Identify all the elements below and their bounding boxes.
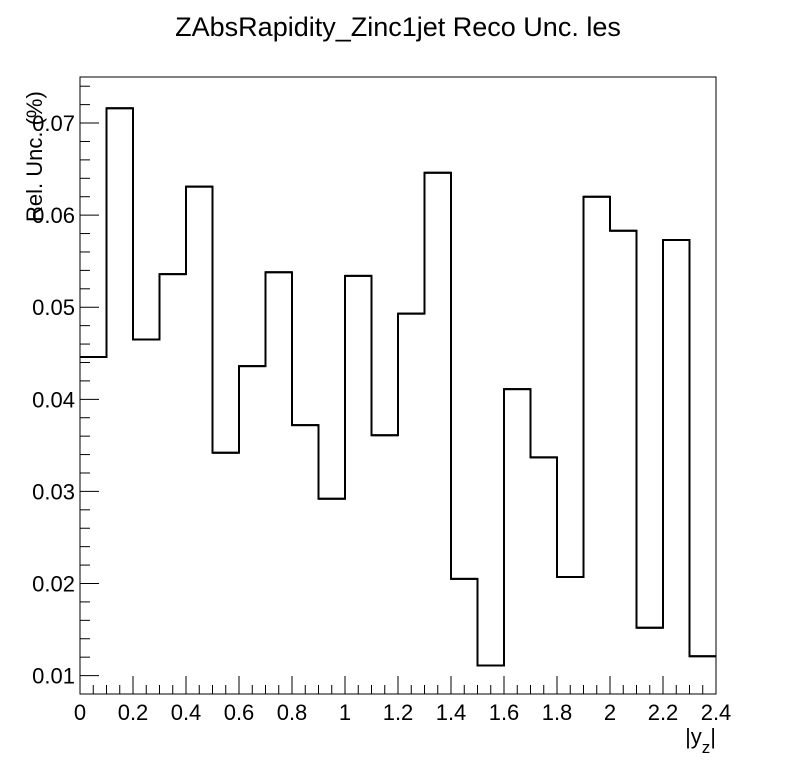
x-axis-label: |yz|	[685, 724, 716, 757]
x-tick-label: 1.2	[383, 700, 414, 725]
histogram-line	[80, 107, 716, 667]
y-tick-label: 0.04	[32, 387, 75, 412]
y-tick-label: 0.07	[32, 111, 75, 136]
y-tick-label: 0.06	[32, 203, 75, 228]
x-tick-label: 0	[74, 700, 86, 725]
y-tick-label: 0.03	[32, 479, 75, 504]
axis-ticks	[79, 85, 717, 695]
x-tick-label: 1.4	[436, 700, 467, 725]
x-axis-label-subscript: z	[702, 738, 711, 757]
x-axis-label-end: |	[710, 724, 716, 749]
x-tick-label: 2.2	[648, 700, 679, 725]
x-axis-label-main: |y	[685, 724, 702, 749]
histogram	[80, 107, 716, 667]
y-tick-label: 0.02	[32, 571, 75, 596]
x-tick-label: 1.8	[542, 700, 573, 725]
x-tick-label: 2	[604, 700, 616, 725]
y-axis-label: Rel. Unc. (%)	[22, 91, 47, 222]
y-tick-label: 0.05	[32, 295, 75, 320]
x-tick-label: 0.2	[118, 700, 149, 725]
x-tick-label: 1	[339, 700, 351, 725]
x-tick-label: 0.6	[224, 700, 255, 725]
x-tick-label: 0.4	[171, 700, 202, 725]
y-tick-label: 0.01	[32, 664, 75, 689]
x-tick-label: 2.4	[701, 700, 732, 725]
x-tick-label: 0.8	[277, 700, 308, 725]
x-tick-label: 1.6	[489, 700, 520, 725]
chart-title: ZAbsRapidity_Zinc1jet Reco Unc. les	[175, 12, 621, 42]
tick-labels: 0 0.2 0.4 0.6 0.8 1 1.2 1.4 1.6 1.8 2 2.2 2.4 0.01 0.0…	[32, 111, 731, 725]
